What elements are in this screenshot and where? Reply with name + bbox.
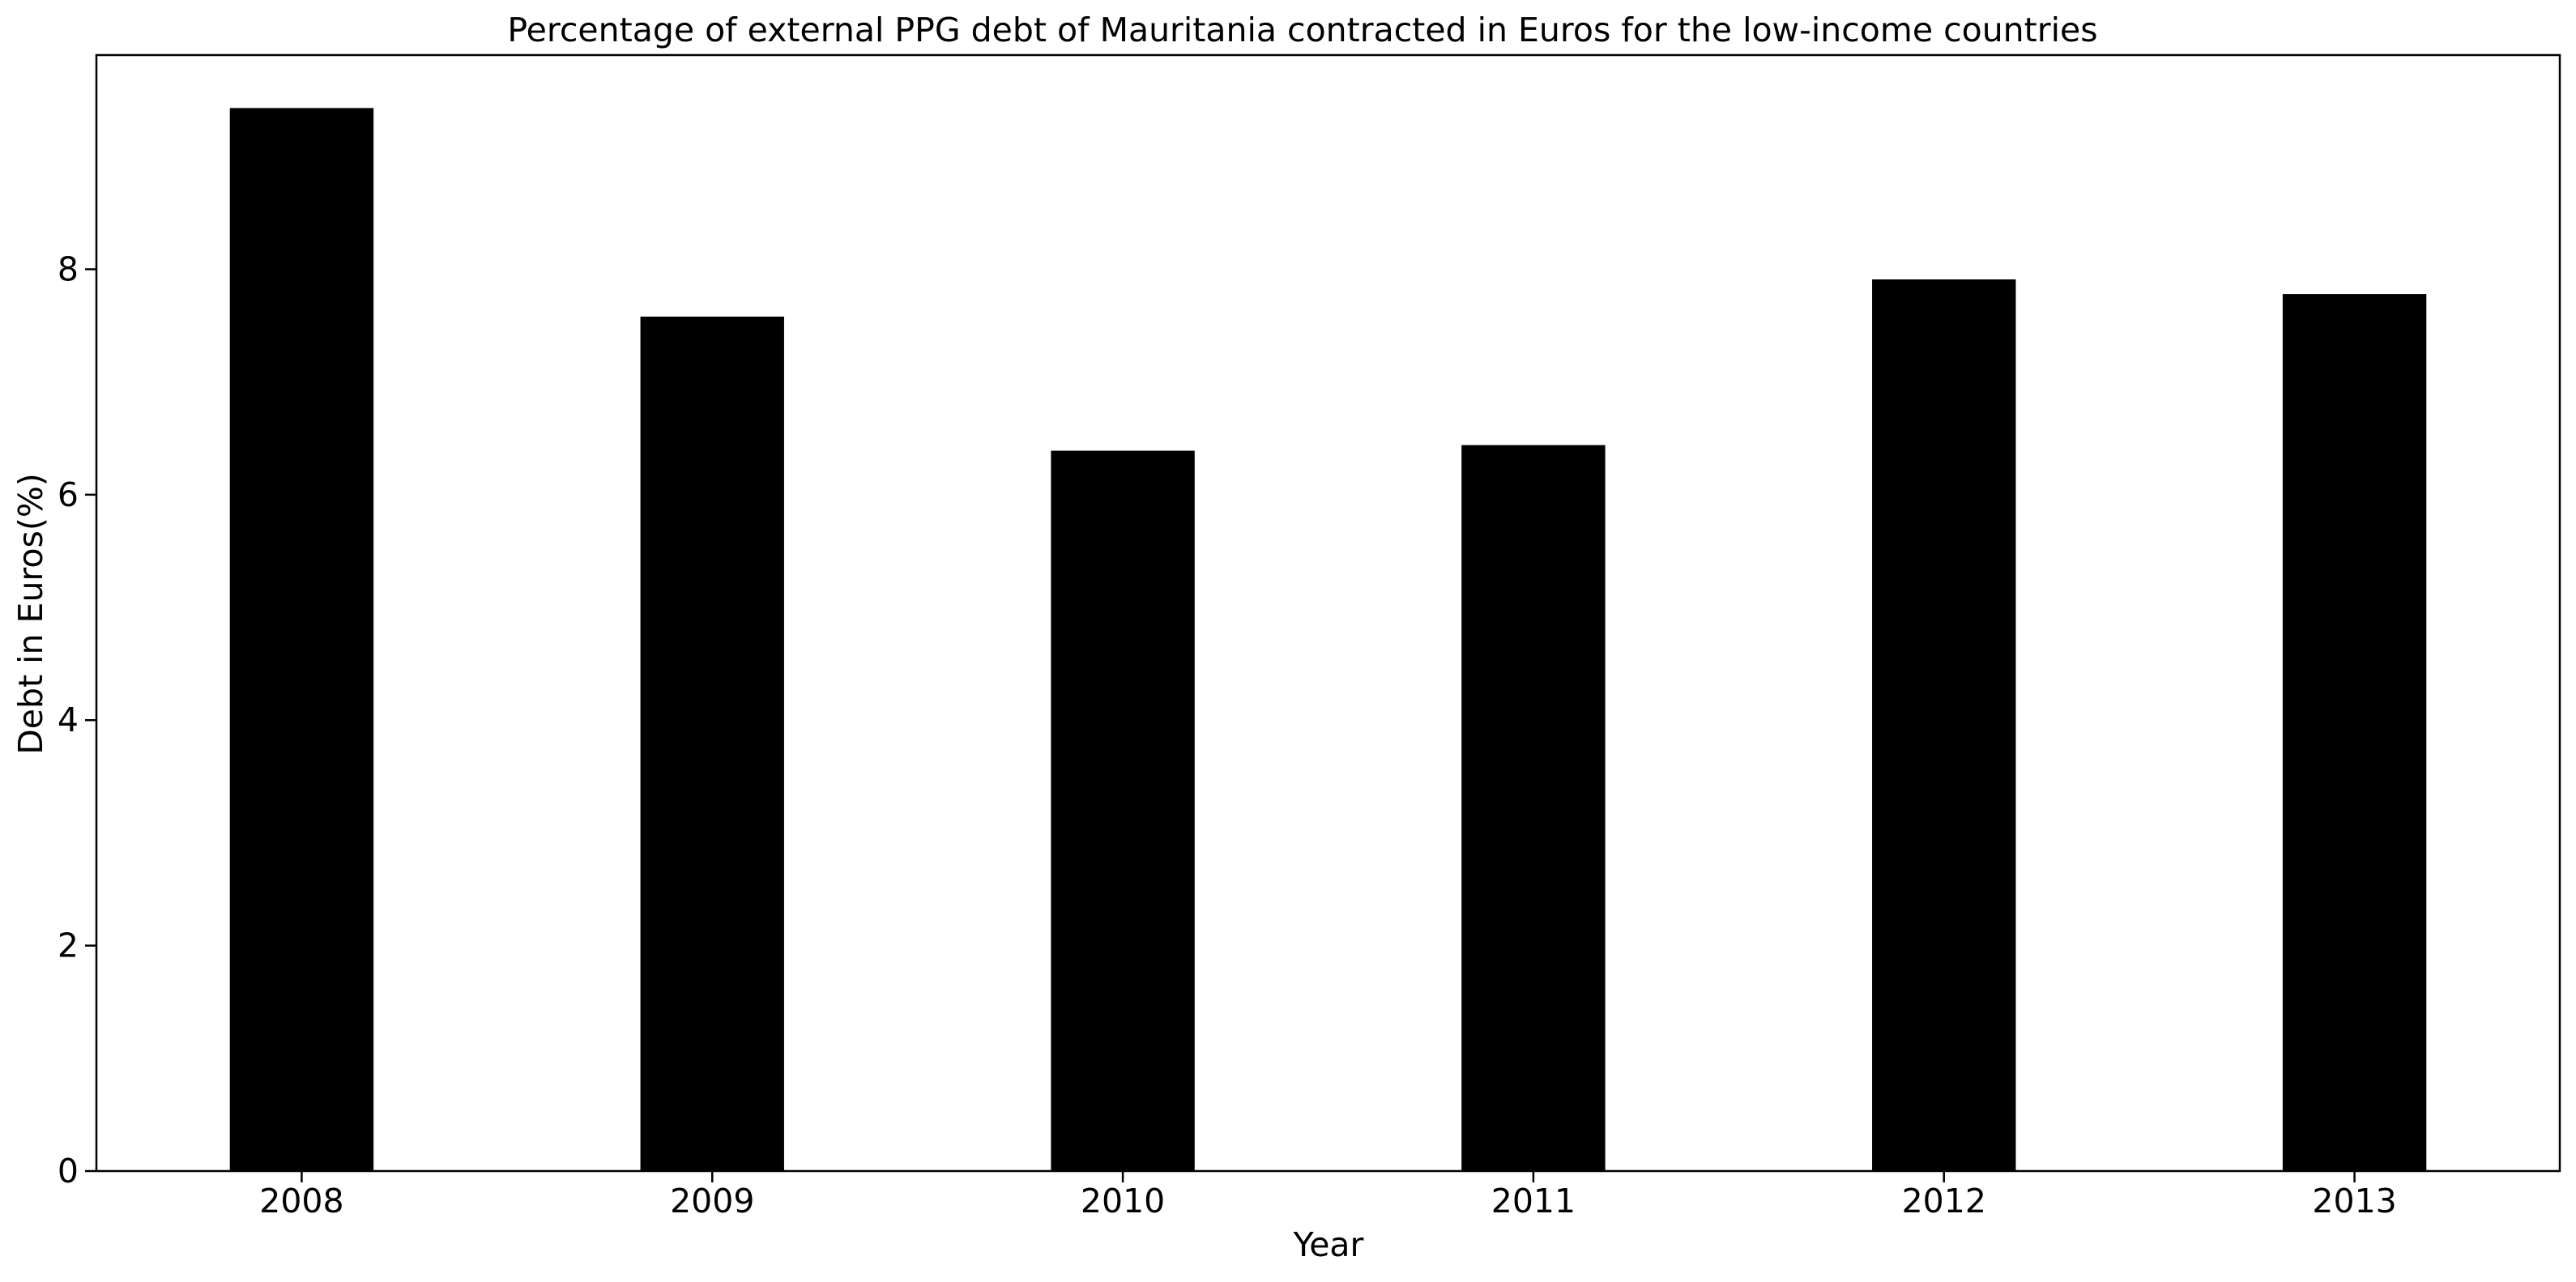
bars-layer <box>229 108 2427 1172</box>
y-tick-label: 0 <box>58 1152 79 1190</box>
plot-frame <box>95 53 2561 1173</box>
x-tick-label-2008: 2008 <box>259 1182 343 1220</box>
x-axis-ticks: 2008 2009 2010 2011 2012 2013 <box>259 1171 2397 1220</box>
x-tick-label-2013: 2013 <box>2312 1182 2396 1220</box>
y-axis-ticks: 0 2 4 6 8 <box>58 249 96 1190</box>
bar-2013 <box>2282 294 2427 1171</box>
x-tick-label-2009: 2009 <box>670 1182 754 1220</box>
bar-2010 <box>1051 450 1195 1171</box>
bar-2012 <box>1872 279 2016 1171</box>
y-tick-label: 2 <box>58 926 79 965</box>
x-tick-label-2011: 2011 <box>1491 1182 1576 1220</box>
x-tick-label-2010: 2010 <box>1081 1182 1165 1220</box>
y-tick-label: 4 <box>58 701 79 739</box>
y-tick-label: 8 <box>58 249 79 288</box>
bar-2011 <box>1461 445 1606 1171</box>
chart-title: Percentage of external PPG debt of Mauri… <box>507 11 2097 49</box>
y-axis-label: Debt in Euros(%) <box>11 473 50 755</box>
x-tick-label-2012: 2012 <box>1902 1182 1986 1220</box>
bar-2008 <box>229 108 374 1172</box>
y-tick-label: 6 <box>58 475 79 514</box>
x-axis-label: Year <box>1293 1225 1364 1264</box>
bar-2009 <box>640 316 784 1171</box>
